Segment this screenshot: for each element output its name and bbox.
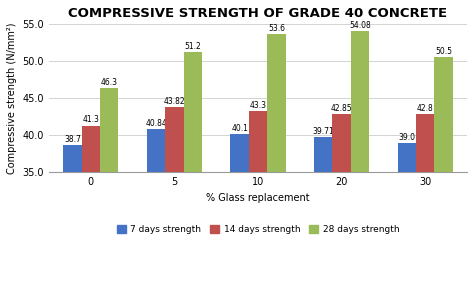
Bar [435,57,453,172]
Title: COMPRESSIVE STRENGTH OF GRADE 40 CONCRETE: COMPRESSIVE STRENGTH OF GRADE 40 CONCRET… [68,7,447,20]
Text: 43.82: 43.82 [164,97,185,106]
Bar [332,114,351,172]
Bar [230,135,249,172]
Bar [165,107,183,172]
Text: 38.7: 38.7 [64,135,81,144]
Text: 42.8: 42.8 [417,104,434,113]
Text: 46.3: 46.3 [100,78,118,87]
Text: 43.3: 43.3 [249,101,266,110]
Bar [351,31,369,172]
Text: 50.5: 50.5 [435,47,452,56]
Text: 40.84: 40.84 [145,119,167,128]
Bar [398,143,416,172]
Bar [314,137,332,172]
Text: 51.2: 51.2 [184,42,201,51]
Text: 54.08: 54.08 [349,21,371,30]
Text: 53.6: 53.6 [268,24,285,33]
Y-axis label: Compressive strength (N/mm²): Compressive strength (N/mm²) [7,22,17,174]
Bar [267,34,286,172]
Text: 42.85: 42.85 [331,104,353,113]
Text: 39.71: 39.71 [312,127,334,136]
Bar [249,111,267,172]
Bar [82,126,100,172]
Bar [100,89,118,172]
Text: 41.3: 41.3 [82,115,99,124]
X-axis label: % Glass replacement: % Glass replacement [206,193,310,203]
Bar [63,145,82,172]
Text: 40.1: 40.1 [231,124,248,133]
Legend: 7 days strength, 14 days strength, 28 days strength: 7 days strength, 14 days strength, 28 da… [113,221,403,238]
Text: 39.0: 39.0 [398,132,415,141]
Bar [147,129,165,172]
Bar [416,115,435,172]
Bar [183,52,202,172]
